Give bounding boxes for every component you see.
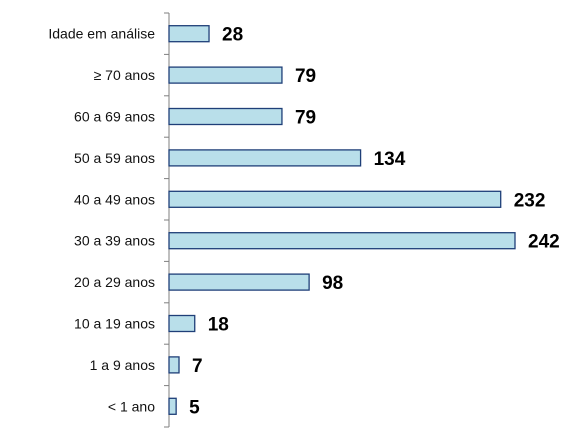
bar	[168, 149, 362, 167]
category-label: 10 a 19 anos	[74, 316, 155, 332]
value-label: 232	[514, 190, 546, 211]
bar	[168, 66, 283, 84]
bar	[168, 190, 502, 208]
category-label: 60 a 69 anos	[74, 109, 155, 125]
category-label: 20 a 29 anos	[74, 274, 155, 290]
category-label: 50 a 59 anos	[74, 150, 155, 166]
category-label: 1 a 9 anos	[90, 357, 155, 373]
value-label: 18	[208, 315, 229, 336]
bar	[168, 232, 516, 250]
value-label: 28	[222, 25, 243, 46]
value-labels: 28 79 79 134 232 242 98 187 5	[189, 25, 560, 419]
bar	[168, 314, 196, 333]
category-labels: Idade em análise ≥ 70 anos 60 a 69 anos 50 …	[48, 26, 155, 415]
value-label: 7	[192, 356, 203, 377]
value-label: 79	[295, 108, 316, 129]
bar	[168, 25, 210, 43]
bar	[168, 356, 180, 374]
category-label: 40 a 49 anos	[74, 191, 155, 207]
value-label: 98	[322, 273, 343, 294]
bar	[168, 273, 310, 291]
bar	[168, 397, 177, 415]
value-label: 79	[295, 66, 316, 87]
bars-group	[168, 25, 516, 415]
chart-axis	[164, 12, 170, 428]
value-label: 134	[374, 149, 406, 170]
category-label: ≥ 70 anos	[94, 67, 155, 83]
category-label: Idade em análise	[48, 26, 155, 42]
bar	[168, 107, 283, 126]
category-label: < 1 ano	[108, 398, 155, 414]
value-label: 242	[528, 232, 560, 253]
value-label: 5	[189, 397, 200, 418]
category-label: 30 a 39 anos	[74, 233, 155, 249]
